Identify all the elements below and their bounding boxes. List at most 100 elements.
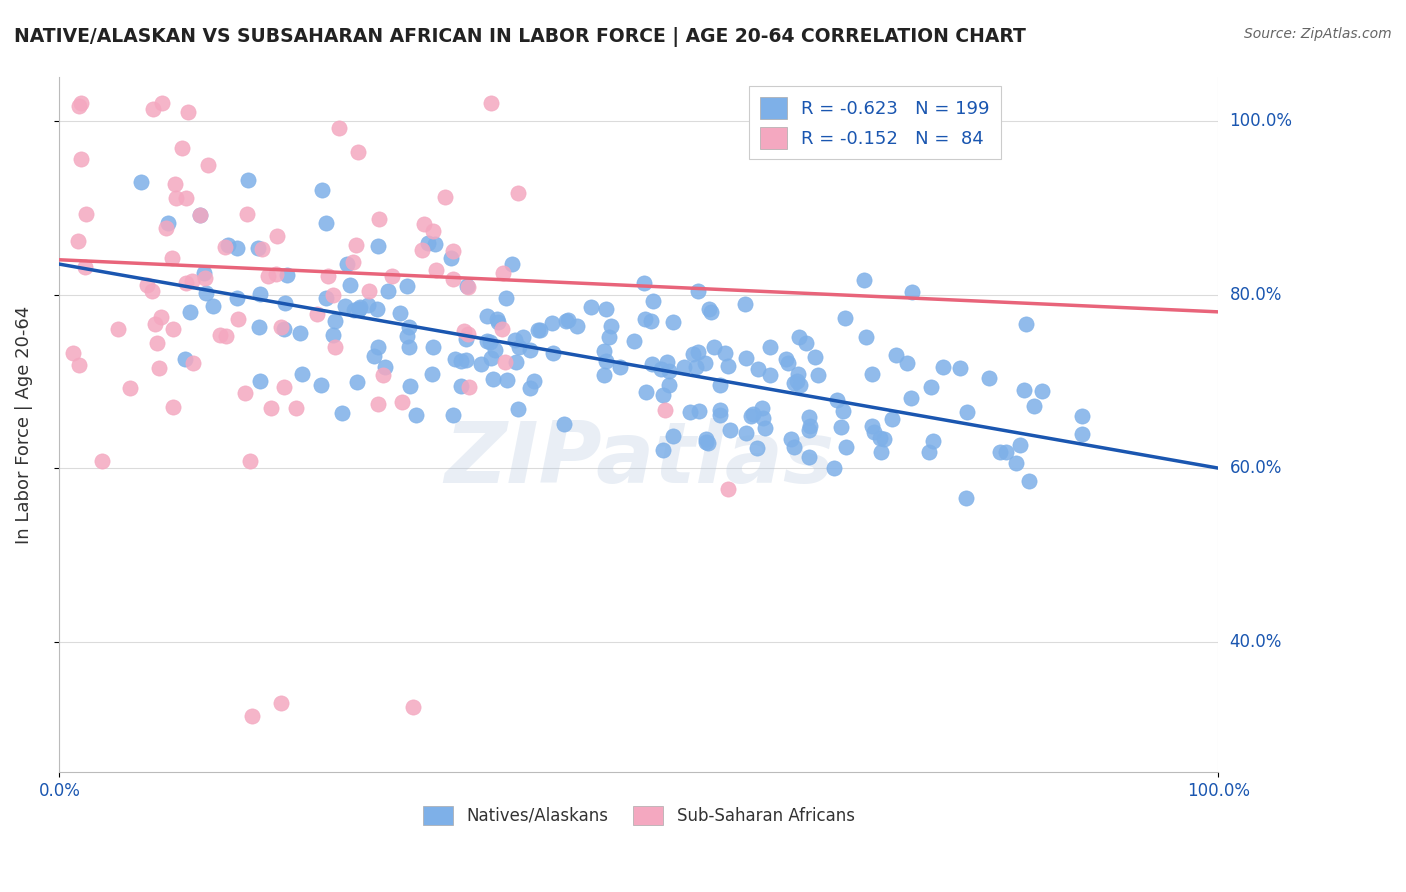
Point: [215, 328, 238, 343]
Point: [339, 278, 361, 293]
Point: [194, 271, 217, 285]
Point: [956, 405, 979, 419]
Point: [457, 279, 479, 293]
Point: [870, 444, 893, 458]
Point: [786, 374, 808, 388]
Point: [679, 405, 702, 419]
Point: [479, 96, 502, 111]
Point: [955, 491, 977, 505]
Point: [640, 314, 662, 328]
Point: [686, 344, 709, 359]
Point: [226, 242, 249, 256]
Point: [349, 300, 371, 314]
Point: [884, 348, 907, 362]
Point: [1015, 318, 1038, 332]
Point: [880, 412, 903, 426]
Point: [225, 291, 247, 305]
Point: [450, 379, 472, 393]
Point: [136, 277, 159, 292]
Point: [67, 99, 90, 113]
Point: [73, 260, 96, 274]
Point: [323, 314, 346, 328]
Point: [869, 431, 891, 445]
Point: [834, 310, 856, 325]
Point: [226, 312, 249, 326]
Point: [1070, 427, 1092, 442]
Point: [188, 208, 211, 222]
Point: [695, 432, 717, 446]
Point: [411, 243, 433, 257]
Point: [695, 356, 717, 370]
Point: [475, 334, 498, 348]
Point: [149, 310, 172, 325]
Point: [492, 266, 515, 280]
Point: [709, 408, 731, 422]
Point: [742, 407, 765, 421]
Point: [288, 326, 311, 340]
Point: [920, 380, 942, 394]
Point: [787, 330, 810, 344]
Point: [527, 323, 550, 337]
Point: [170, 141, 193, 155]
Point: [783, 440, 806, 454]
Point: [346, 376, 368, 390]
Point: [751, 410, 773, 425]
Point: [703, 340, 725, 354]
Point: [830, 420, 852, 434]
Point: [540, 316, 562, 330]
Point: [482, 371, 505, 385]
Point: [423, 236, 446, 251]
Point: [402, 700, 425, 714]
Point: [398, 320, 420, 334]
Point: [658, 363, 681, 377]
Point: [270, 696, 292, 710]
Point: [90, 454, 112, 468]
Point: [398, 340, 420, 354]
Point: [1012, 383, 1035, 397]
Point: [284, 401, 307, 416]
Point: [599, 318, 621, 333]
Point: [443, 352, 465, 367]
Point: [931, 359, 953, 374]
Point: [470, 357, 492, 371]
Point: [565, 318, 588, 333]
Point: [458, 380, 481, 394]
Point: [422, 224, 444, 238]
Point: [311, 183, 333, 197]
Point: [247, 319, 270, 334]
Point: [249, 286, 271, 301]
Point: [593, 368, 616, 382]
Point: [505, 333, 527, 347]
Point: [323, 340, 346, 354]
Point: [541, 345, 564, 359]
Point: [775, 352, 797, 367]
Point: [381, 269, 404, 284]
Point: [623, 334, 645, 348]
Point: [995, 444, 1018, 458]
Point: [479, 351, 502, 365]
Point: [343, 303, 366, 318]
Point: [485, 311, 508, 326]
Point: [1010, 438, 1032, 452]
Point: [523, 374, 546, 388]
Point: [188, 208, 211, 222]
Point: [347, 301, 370, 316]
Point: [441, 408, 464, 422]
Point: [347, 145, 370, 160]
Point: [67, 235, 90, 249]
Point: [554, 314, 576, 328]
Point: [860, 367, 883, 381]
Text: 40.0%: 40.0%: [1230, 632, 1282, 651]
Point: [754, 421, 776, 435]
Point: [697, 302, 720, 317]
Point: [276, 268, 298, 283]
Point: [650, 361, 672, 376]
Point: [661, 315, 683, 329]
Point: [494, 355, 516, 369]
Point: [367, 397, 389, 411]
Point: [146, 336, 169, 351]
Point: [322, 328, 344, 343]
Point: [486, 315, 509, 329]
Point: [803, 350, 825, 364]
Point: [873, 432, 896, 446]
